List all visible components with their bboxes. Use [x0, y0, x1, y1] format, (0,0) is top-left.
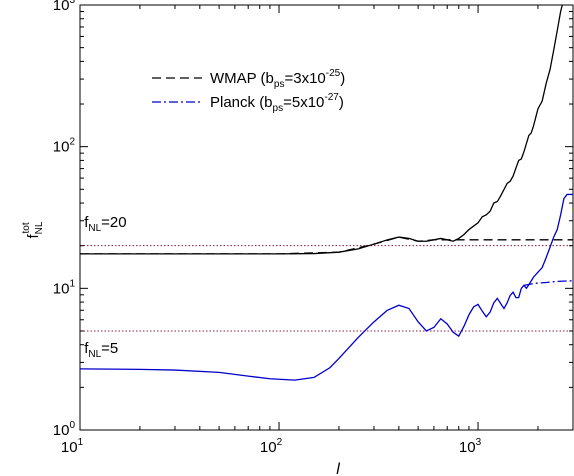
y-tick-label: 102 — [53, 137, 76, 156]
legend-label-wmap: WMAP (bps=3x10-25) — [210, 68, 345, 90]
reference-lines — [80, 246, 573, 331]
x-axis-label: l — [336, 461, 340, 476]
series-line-0 — [80, 5, 562, 254]
series-line-2 — [80, 194, 573, 380]
reference-label-fnl20: fNL=20 — [84, 214, 126, 234]
y-tick-label: 103 — [53, 0, 76, 14]
legend: WMAP (bps=3x10-25) Planck (bps=5x10-27) — [152, 68, 345, 114]
x-tick-label: 103 — [459, 437, 482, 456]
x-tick-label: 101 — [61, 437, 84, 456]
data-curves — [80, 5, 573, 380]
y-tick-label: 101 — [53, 278, 76, 297]
y-tick-label: 100 — [53, 420, 76, 439]
legend-label-planck: Planck (bps=5x10-27) — [210, 92, 344, 114]
y-axis-label: fNLtot — [21, 221, 45, 238]
reference-label-fnl5: fNL=5 — [84, 340, 118, 360]
x-tick-label: 102 — [260, 437, 283, 456]
